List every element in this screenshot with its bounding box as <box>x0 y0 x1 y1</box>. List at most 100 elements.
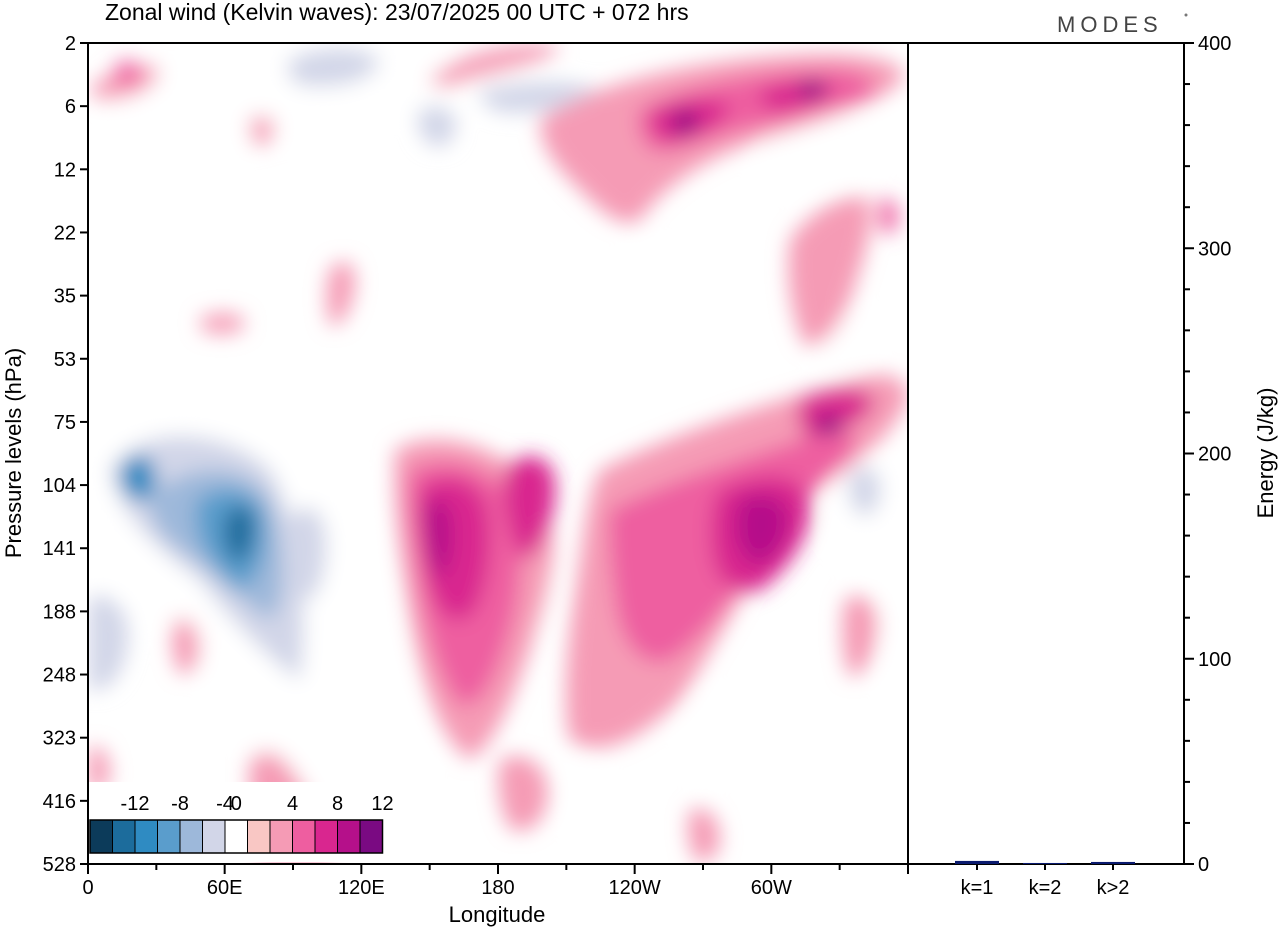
contour-band-neg-14 <box>289 507 327 600</box>
contour-band-neg-23 <box>760 115 892 189</box>
colorbar-swatch <box>269 819 293 854</box>
y-tick-label: 141 <box>43 538 76 560</box>
energy-tick-label: 200 <box>1198 444 1231 466</box>
x-tick-label: 60W <box>751 877 792 899</box>
energy-bar-k=1 <box>955 860 999 864</box>
colorbar-swatch <box>89 819 113 854</box>
y-axis-label: Pressure levels (hPa) <box>1 348 26 558</box>
contour-band-pos-51 <box>115 60 140 86</box>
energy-bars <box>955 860 1135 864</box>
contour-band-neg-18 <box>879 590 908 700</box>
modes-logo: MODES <box>1057 12 1163 37</box>
colorbar-swatch <box>337 819 361 854</box>
y-tick-label: 53 <box>54 349 76 371</box>
contour-band-pos-36 <box>503 456 556 560</box>
contour-band-pos-61 <box>250 116 275 146</box>
y-tick-label: 75 <box>54 412 76 434</box>
colorbar-swatch <box>314 819 338 854</box>
contour-band-pos-55 <box>498 756 548 831</box>
y-tick-label: 35 <box>54 286 76 308</box>
energy-category-labels: k=1 k=2 k>2 <box>961 864 1130 899</box>
contour-band-neg-12 <box>223 505 255 563</box>
colorbar-swatch <box>224 819 248 854</box>
contour-band-neg-20 <box>287 48 380 87</box>
contour-band-pos-46 <box>675 112 697 133</box>
contour-band-pos-59 <box>200 313 245 334</box>
contour-band-neg-15 <box>88 596 129 690</box>
contour-band-pos-52 <box>430 44 560 87</box>
contour-band-neg-31 <box>177 196 216 245</box>
y-tick-label: 6 <box>65 96 76 118</box>
y-tick-label: 104 <box>43 475 76 497</box>
colorbar-label: -4 <box>216 793 234 815</box>
contour-band-pos-57 <box>172 619 200 674</box>
contour-band-pos-42 <box>818 416 842 434</box>
x-axis-label: Longitude <box>449 902 546 927</box>
colorbar-frame <box>89 819 384 854</box>
contour-band-pos-60 <box>326 261 356 326</box>
energy-tick-label: 0 <box>1198 854 1209 876</box>
contour-band-pos-49 <box>788 197 871 346</box>
contour-band-pos-54 <box>88 746 110 792</box>
y-tick-label: 12 <box>54 159 76 181</box>
colorbar-label: 8 <box>332 793 343 815</box>
y-axis-ticks: 2 6 12 22 35 53 75 104 141 188 248 323 416 528 <box>43 33 88 876</box>
energy-tick-label: 100 <box>1198 649 1231 671</box>
y-tick-label: 323 <box>43 728 76 750</box>
colorbar-swatch <box>292 819 316 854</box>
x-axis-ticks: 0 60E 120E 180 120W 60W <box>82 864 909 899</box>
colorbar-swatch <box>179 819 203 854</box>
y-tick-label: 248 <box>43 665 76 687</box>
x-tick-label: 120E <box>338 877 385 899</box>
x-tick-label: 0 <box>82 877 93 899</box>
colorbar-label: -8 <box>171 793 189 815</box>
energy-tick-label: 400 <box>1198 33 1231 55</box>
y-tick-label: 416 <box>43 791 76 813</box>
y-tick-label: 528 <box>43 854 76 876</box>
energy-axis-ticks: 0 100 200 300 400 <box>1184 33 1231 876</box>
colorbar-swatch <box>359 819 383 854</box>
energy-tick-label: 300 <box>1198 238 1231 260</box>
contour-band-pos-35 <box>424 499 452 580</box>
energy-panel: 0 100 200 300 400 k=1 k=2 k>2 <box>907 33 1231 899</box>
x-tick-label: 180 <box>481 877 514 899</box>
contour-band-pos-56 <box>687 808 720 862</box>
colorbar-swatch <box>112 819 136 854</box>
energy-axis-label: Energy (J/kg) <box>1253 388 1278 519</box>
contour-band-neg-27 <box>688 696 732 776</box>
y-tick-label: 2 <box>65 33 76 55</box>
contour-band-neg-17 <box>848 467 881 516</box>
energy-category-label: k>2 <box>1097 877 1130 899</box>
energy-frame <box>907 42 1185 865</box>
contour-band-neg-29 <box>569 759 606 860</box>
contour-band-pos-41 <box>797 388 875 438</box>
contour-band-pos-48 <box>800 82 826 98</box>
contour-band-neg-30 <box>146 199 172 246</box>
energy-category-label: k=1 <box>961 877 994 899</box>
colorbar-label: 4 <box>287 793 298 815</box>
x-tick-label: 120W <box>609 877 661 899</box>
wind-anomaly-field <box>88 44 908 864</box>
chart-title: Zonal wind (Kelvin waves): 23/07/2025 00… <box>105 0 689 25</box>
contour-band-neg-22 <box>417 106 456 147</box>
colorbar-label: 0 <box>231 793 242 815</box>
colorbar-swatch <box>247 819 271 854</box>
energy-bar-k=2 <box>1023 862 1067 864</box>
contour-band-pos-40 <box>735 495 789 565</box>
colorbar-label: -12 <box>121 793 150 815</box>
contour-band-pos-58 <box>842 596 878 677</box>
colorbar-swatch <box>157 819 181 854</box>
contour-panel: -12 -8 -40 4 8 12 261222355375104141188248323… <box>43 33 909 899</box>
x-tick-label: 60E <box>207 877 243 899</box>
energy-bar-k>2 <box>1091 861 1135 864</box>
colorbar-swatch <box>202 819 226 854</box>
contour-band-neg-28 <box>837 738 875 816</box>
colorbar-swatch <box>134 819 158 854</box>
contour-band-pos-62 <box>880 198 899 234</box>
contour-band-neg-13 <box>119 455 157 501</box>
contour-band-neg-24 <box>628 251 690 330</box>
y-tick-label: 188 <box>43 601 76 623</box>
colorbar: -12 -8 -40 4 8 12 <box>88 782 394 862</box>
registered-mark-icon <box>1184 13 1188 17</box>
